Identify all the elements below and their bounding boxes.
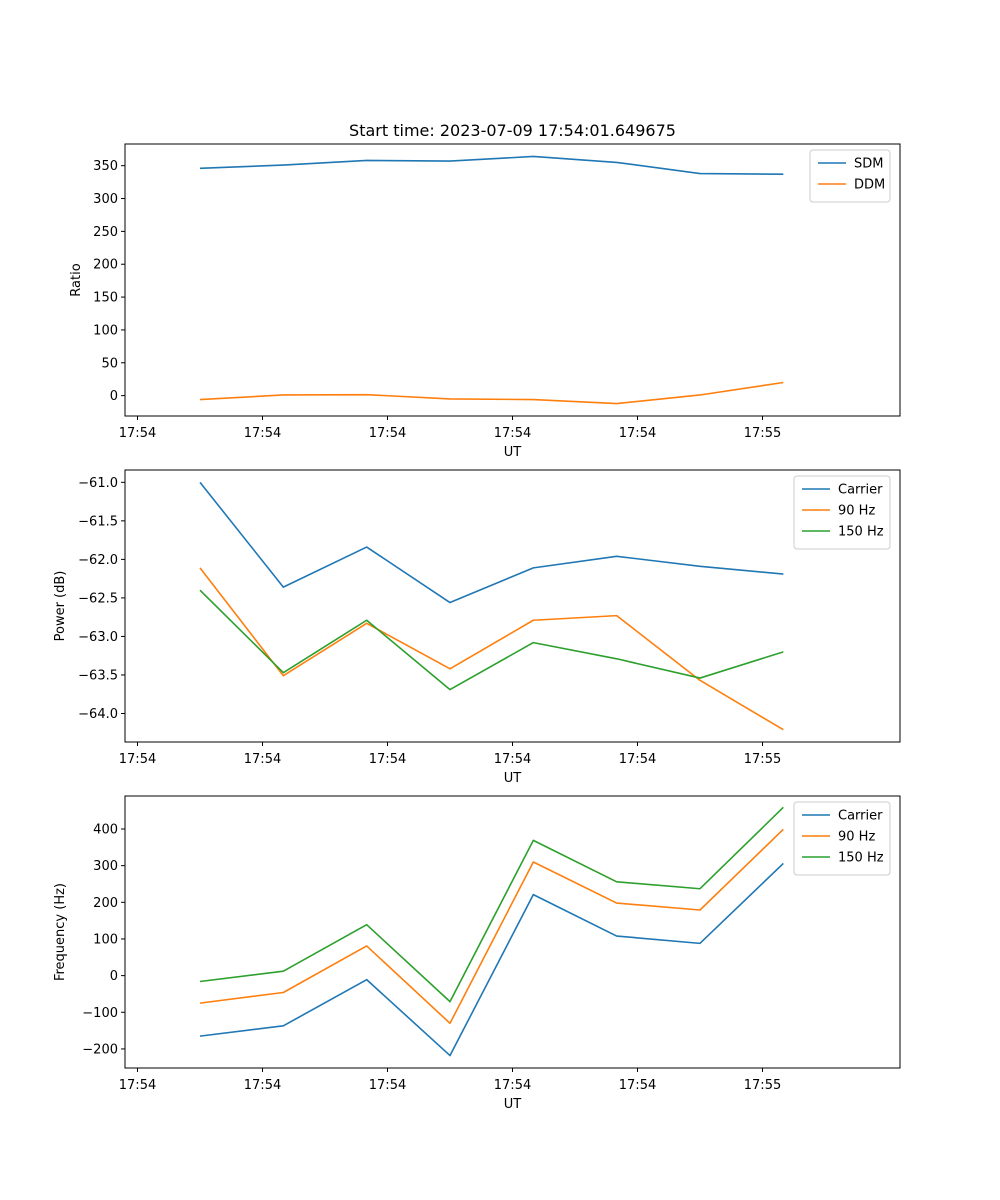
ratio-xtick-label: 17:54: [619, 426, 656, 441]
frequency-ytick-label: −200: [82, 1042, 118, 1057]
frequency-xtick-label: 17:54: [244, 1078, 281, 1093]
ratio-legend-label: DDM: [854, 178, 885, 193]
frequency-legend-label: Carrier: [838, 809, 883, 824]
ratio-ytick-label: 0: [110, 389, 118, 404]
power-series-line-carrier: [199, 481, 784, 604]
frequency-ytick-label: 300: [93, 859, 118, 874]
power-ytick-label: −61.0: [78, 476, 118, 491]
frequency-xlabel: UT: [504, 1097, 522, 1112]
ratio-xtick-label: 17:54: [494, 426, 531, 441]
ratio-xtick-label: 17:55: [744, 426, 781, 441]
power-ytick-label: −62.5: [78, 591, 118, 606]
frequency-legend-label: 150 Hz: [838, 851, 884, 866]
frequency-series-line-90-hz: [199, 828, 784, 1025]
figure-title: Start time: 2023-07-09 17:54:01.649675: [349, 121, 676, 140]
frequency-legend: Carrier 90 Hz 150 Hz: [793, 801, 891, 876]
ratio-xtick-label: 17:54: [119, 426, 156, 441]
frequency-series-line-carrier: [199, 862, 784, 1057]
ratio-axes-frame: [124, 143, 901, 417]
frequency-series-line-150-hz: [199, 806, 784, 1003]
frequency-y-axis: −200 −100 0 100 200 300 400: [82, 822, 125, 1057]
power-ytick-label: −64.0: [78, 707, 118, 722]
frequency-xtick-label: 17:54: [119, 1078, 156, 1093]
power-axes-frame: [124, 469, 901, 743]
ratio-legend: SDM DDM: [809, 149, 891, 203]
frequency-x-axis: 17:54 17:54 17:54 17:54 17:54 17:55: [119, 1068, 781, 1093]
power-xtick-label: 17:54: [494, 752, 531, 767]
ratio-ytick-label: 350: [93, 159, 118, 174]
power-ytick-label: −62.0: [78, 553, 118, 568]
frequency-ytick-label: 100: [93, 932, 118, 947]
power-xtick-label: 17:55: [744, 752, 781, 767]
frequency-ytick-label: 200: [93, 896, 118, 911]
power-ylabel: Power (dB): [53, 571, 68, 642]
power-ytick-label: −63.0: [78, 630, 118, 645]
frequency-ylabel: Frequency (Hz): [53, 883, 68, 981]
ratio-legend-label: SDM: [854, 157, 883, 172]
ratio-x-axis: 17:54 17:54 17:54 17:54 17:54 17:55: [119, 416, 781, 441]
power-xtick-label: 17:54: [119, 752, 156, 767]
power-legend: Carrier 90 Hz 150 Hz: [793, 475, 891, 550]
power-y-axis: −64.0 −63.5 −63.0 −62.5 −62.0 −61.5 −61.0: [78, 476, 125, 722]
frequency-ytick-label: 400: [93, 822, 118, 837]
power-series-group: [199, 481, 784, 731]
ratio-ytick-label: 250: [93, 225, 118, 240]
power-x-axis: 17:54 17:54 17:54 17:54 17:54 17:55: [119, 742, 781, 767]
frequency-xtick-label: 17:55: [744, 1078, 781, 1093]
power-legend-label: Carrier: [838, 483, 883, 498]
power-legend-label: 90 Hz: [838, 504, 875, 519]
power-panel: −64.0 −63.5 −63.0 −62.5 −62.0 −61.5 −61.0 17:54…: [53, 469, 901, 786]
power-legend-label: 150 Hz: [838, 525, 884, 540]
power-series-line-150-hz: [199, 589, 784, 691]
frequency-legend-label: 90 Hz: [838, 830, 875, 845]
ratio-xtick-label: 17:54: [244, 426, 281, 441]
ratio-ytick-label: 300: [93, 192, 118, 207]
frequency-xtick-label: 17:54: [369, 1078, 406, 1093]
ratio-ytick-label: 100: [93, 323, 118, 338]
power-xtick-label: 17:54: [369, 752, 406, 767]
ratio-ylabel: Ratio: [69, 263, 84, 296]
ratio-xtick-label: 17:54: [369, 426, 406, 441]
ratio-ytick-label: 50: [101, 356, 118, 371]
ratio-xlabel: UT: [504, 445, 522, 460]
frequency-xtick-label: 17:54: [494, 1078, 531, 1093]
frequency-ytick-label: 0: [110, 969, 118, 984]
power-ytick-label: −61.5: [78, 514, 118, 529]
power-series-line-90-hz: [199, 567, 784, 731]
power-xlabel: UT: [504, 771, 522, 786]
ratio-y-axis: 0 50 100 150 200 250 300 350: [93, 159, 125, 404]
frequency-xtick-label: 17:54: [619, 1078, 656, 1093]
frequency-axes-frame: [124, 795, 901, 1069]
power-ytick-label: −63.5: [78, 668, 118, 683]
power-xtick-label: 17:54: [244, 752, 281, 767]
ratio-ytick-label: 200: [93, 258, 118, 273]
frequency-ytick-label: −100: [82, 1006, 118, 1021]
ratio-ytick-label: 150: [93, 291, 118, 306]
ratio-series-line-sdm: [199, 155, 784, 176]
ratio-series-group: [199, 155, 784, 405]
ratio-series-line-ddm: [199, 381, 784, 405]
power-xtick-label: 17:54: [619, 752, 656, 767]
frequency-series-group: [199, 806, 784, 1057]
